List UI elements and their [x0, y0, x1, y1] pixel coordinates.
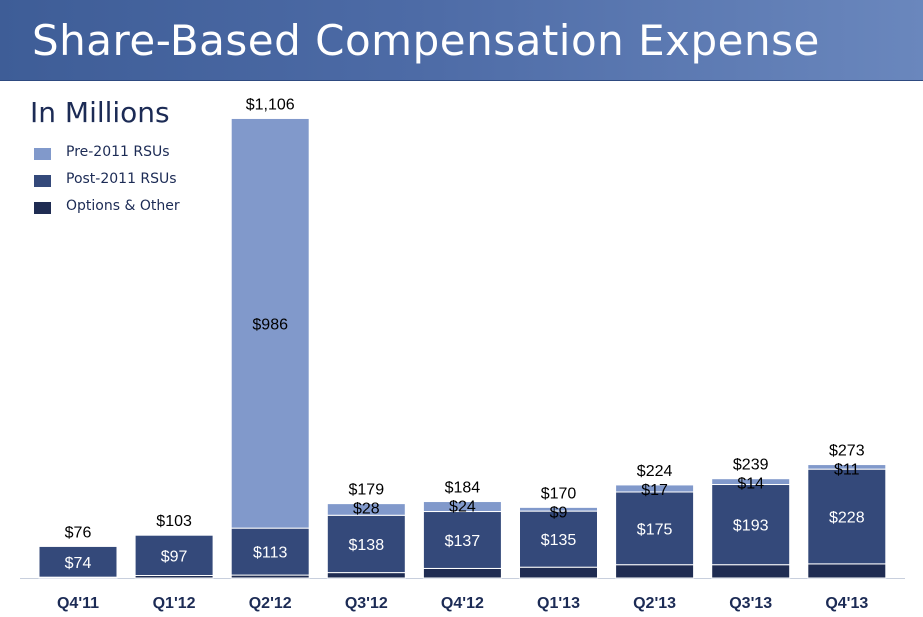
bar-segment [615, 484, 695, 493]
bar-segment [711, 478, 791, 486]
total-label: $224 [637, 463, 673, 480]
legend-swatch-options [34, 202, 51, 214]
unit-label: In Millions [30, 96, 170, 129]
data-label: $228 [829, 510, 865, 527]
data-label: $986 [252, 316, 288, 333]
data-label: $97 [161, 548, 188, 565]
bar-segment [807, 464, 887, 470]
data-label: $24 [449, 499, 476, 516]
legend-label: Post-2011 RSUs [66, 171, 177, 187]
total-label: $239 [733, 457, 769, 474]
total-label: $170 [541, 485, 577, 502]
legend-swatch-post-2011 [34, 175, 51, 187]
data-label: $138 [349, 537, 385, 554]
legend-label: Options & Other [66, 198, 180, 214]
data-label: $113 [253, 545, 288, 562]
total-label: $273 [829, 443, 865, 460]
total-label: $1,106 [246, 96, 295, 113]
bar-segment [326, 514, 406, 574]
bar-segment [519, 510, 598, 568]
x-tick-label: Q4'13 [825, 595, 868, 612]
x-tick-label: Q4'11 [57, 595, 99, 612]
bar-segment [711, 484, 791, 566]
bar-segment [230, 117, 310, 529]
total-label: $184 [445, 480, 481, 497]
x-tick-label: Q1'13 [537, 595, 580, 612]
bar-segment [422, 501, 502, 513]
total-label: $76 [65, 524, 92, 541]
total-label: $103 [156, 513, 192, 530]
legend-label: Pre-2011 RSUs [66, 144, 170, 160]
x-tick-label: Q3'13 [729, 595, 772, 612]
x-tick-label: Q3'12 [345, 595, 388, 612]
data-label: $175 [637, 521, 673, 538]
bar-segment [38, 545, 118, 578]
data-label: $135 [541, 532, 577, 549]
bar-segment [422, 567, 502, 579]
data-label: $9 [550, 504, 568, 521]
x-tick-label: Q4'12 [441, 595, 484, 612]
bar-segment [807, 468, 887, 565]
bar-segment [615, 564, 695, 579]
bar-segment [615, 491, 695, 566]
data-label: $74 [65, 555, 92, 572]
bar-segment [326, 572, 406, 579]
page-title: Share-Based Compensation Expense [32, 16, 820, 65]
bar-segment [711, 564, 791, 579]
bar-segment [519, 566, 598, 579]
data-label: $28 [353, 501, 380, 518]
x-tick-label: Q1'12 [153, 595, 196, 612]
data-label: $17 [641, 482, 668, 499]
bar-segment [807, 563, 887, 579]
title-banner: Share-Based Compensation Expense [0, 0, 923, 81]
x-tick-label: Q2'12 [249, 595, 292, 612]
legend-swatch-pre-2011 [34, 148, 51, 160]
x-tick-label: Q2'13 [633, 595, 676, 612]
data-label: $193 [733, 518, 769, 535]
data-label: $14 [737, 476, 764, 493]
total-label: $179 [349, 482, 385, 499]
bar-segment [519, 506, 598, 512]
data-label: $137 [445, 533, 481, 550]
bar-segment [134, 534, 214, 577]
data-label: $11 [834, 462, 860, 479]
bar-segment [326, 503, 406, 516]
bar-segment [422, 511, 502, 569]
